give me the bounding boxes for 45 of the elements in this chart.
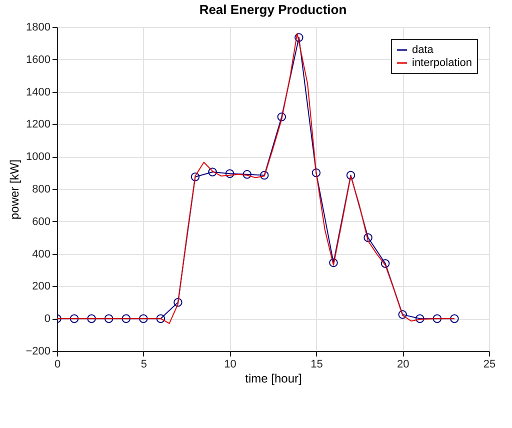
y-tick-label: −200	[26, 346, 50, 358]
y-tick-label: 1000	[26, 151, 50, 164]
y-tick-label: 600	[32, 216, 50, 228]
point	[364, 233, 372, 242]
x-tick-label: 25	[483, 358, 496, 370]
x-tick-label: 5	[140, 358, 147, 370]
point	[294, 33, 304, 42]
y-tick-label: 200	[32, 280, 50, 293]
x-tick-label: 10	[224, 358, 236, 370]
legend-label: data	[412, 44, 434, 56]
point	[174, 298, 182, 307]
y-tick-label: 1400	[26, 86, 50, 98]
x-tick-label: 15	[310, 358, 323, 370]
point	[432, 314, 442, 323]
x-tick-label: 20	[396, 358, 410, 370]
y-tick-label: 1800	[26, 22, 50, 34]
point	[380, 259, 390, 268]
point	[190, 172, 200, 182]
point	[139, 314, 148, 323]
y-tick-label: 800	[32, 184, 50, 196]
point	[346, 170, 356, 180]
point	[208, 168, 217, 176]
y-tick-label: 400	[32, 248, 50, 260]
point	[329, 258, 338, 268]
point	[450, 314, 459, 323]
point	[416, 314, 424, 323]
y-tick-label: 1200	[26, 118, 50, 131]
point	[260, 170, 269, 180]
point	[398, 310, 407, 319]
point	[122, 314, 130, 323]
point	[156, 314, 166, 323]
point	[87, 314, 96, 323]
y-tick-label: 1600	[26, 54, 50, 66]
x-axis-title: time [hour]	[245, 372, 302, 386]
point	[225, 169, 234, 178]
y-tick-label: 0	[44, 313, 50, 326]
point	[70, 314, 79, 323]
point	[277, 112, 286, 122]
point	[104, 314, 114, 323]
point	[312, 168, 321, 178]
chart-title: Real Energy Production	[199, 2, 347, 17]
x-tick-label: 0	[54, 358, 61, 370]
legend-label: interpolation	[412, 57, 472, 69]
point	[242, 170, 252, 179]
y-axis-title: power [kW]	[8, 159, 22, 220]
